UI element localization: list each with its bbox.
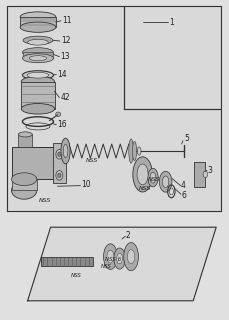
- Ellipse shape: [63, 144, 68, 158]
- Ellipse shape: [136, 164, 147, 185]
- Text: NSS: NSS: [38, 198, 51, 203]
- Ellipse shape: [116, 253, 122, 264]
- Text: 11: 11: [62, 16, 71, 25]
- Ellipse shape: [127, 250, 134, 264]
- Ellipse shape: [162, 176, 168, 188]
- Text: NSS 6: NSS 6: [104, 257, 120, 262]
- Ellipse shape: [123, 243, 138, 271]
- Ellipse shape: [22, 54, 53, 63]
- Text: 1: 1: [168, 18, 173, 27]
- Text: 10: 10: [81, 180, 91, 189]
- Ellipse shape: [11, 173, 37, 186]
- Text: 16: 16: [57, 120, 67, 129]
- Text: NSS: NSS: [147, 177, 160, 182]
- Ellipse shape: [61, 138, 70, 164]
- Text: 12: 12: [61, 36, 70, 45]
- Text: 14: 14: [57, 70, 67, 79]
- Ellipse shape: [150, 172, 155, 183]
- Ellipse shape: [57, 173, 61, 178]
- Bar: [41, 257, 93, 266]
- Ellipse shape: [57, 152, 61, 156]
- Ellipse shape: [158, 171, 171, 192]
- Bar: [18, 134, 32, 147]
- Text: 13: 13: [60, 52, 70, 61]
- Text: 2: 2: [125, 231, 130, 240]
- Polygon shape: [124, 6, 220, 109]
- Ellipse shape: [27, 72, 49, 78]
- Ellipse shape: [56, 149, 63, 159]
- Ellipse shape: [103, 244, 117, 269]
- Ellipse shape: [106, 250, 113, 263]
- Ellipse shape: [22, 48, 53, 57]
- Bar: [20, 17, 55, 27]
- FancyBboxPatch shape: [194, 162, 204, 187]
- Text: 6: 6: [181, 191, 185, 200]
- Ellipse shape: [202, 171, 207, 178]
- Text: NSS: NSS: [138, 186, 150, 191]
- Ellipse shape: [55, 112, 60, 116]
- Polygon shape: [7, 6, 220, 211]
- Polygon shape: [27, 227, 215, 301]
- Bar: [21, 82, 54, 109]
- Bar: [22, 52, 53, 58]
- Ellipse shape: [18, 132, 32, 137]
- Text: NSS: NSS: [70, 273, 81, 278]
- Ellipse shape: [20, 12, 56, 22]
- Ellipse shape: [113, 248, 125, 269]
- Ellipse shape: [132, 157, 152, 192]
- Ellipse shape: [27, 39, 48, 45]
- Ellipse shape: [21, 103, 55, 114]
- Text: NSS: NSS: [85, 157, 98, 163]
- Text: NSS: NSS: [100, 264, 111, 269]
- Ellipse shape: [21, 76, 55, 87]
- Ellipse shape: [29, 56, 46, 61]
- Text: 3: 3: [207, 166, 211, 175]
- Bar: [11, 179, 37, 190]
- Text: 42: 42: [60, 93, 70, 102]
- Ellipse shape: [22, 71, 53, 80]
- Ellipse shape: [20, 22, 56, 32]
- Ellipse shape: [56, 171, 63, 180]
- Ellipse shape: [147, 168, 158, 187]
- Ellipse shape: [137, 147, 140, 155]
- Ellipse shape: [23, 36, 53, 44]
- Bar: [11, 147, 57, 179]
- Text: 5: 5: [183, 134, 188, 143]
- Ellipse shape: [132, 141, 136, 161]
- Ellipse shape: [11, 181, 37, 199]
- FancyBboxPatch shape: [53, 143, 65, 183]
- Ellipse shape: [128, 139, 133, 163]
- Text: 4: 4: [180, 181, 185, 190]
